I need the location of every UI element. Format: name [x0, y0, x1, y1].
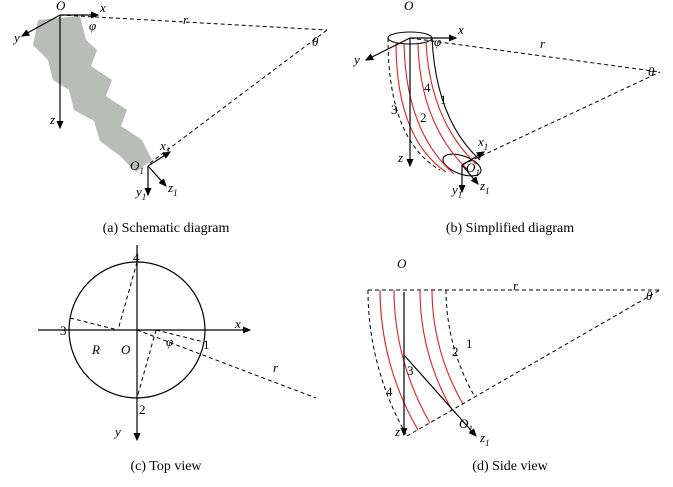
label: r — [273, 360, 279, 375]
label: z — [394, 424, 400, 439]
label: O — [121, 342, 131, 357]
panel-a-drawing — [22, 15, 327, 195]
label: 3 — [60, 323, 67, 338]
label-sub: 1 — [485, 438, 490, 448]
label-sub: 1 — [484, 142, 489, 152]
label: y1 — [134, 184, 146, 202]
label: 4 — [386, 384, 393, 399]
label: x1 — [477, 134, 488, 152]
label: φ — [166, 334, 173, 349]
label: y — [12, 30, 20, 45]
label-sub: 1 — [142, 192, 147, 202]
label: z — [397, 150, 403, 165]
label-sub: 1 — [166, 146, 171, 156]
label: 3 — [391, 102, 398, 117]
label: x — [99, 0, 106, 15]
label: r — [540, 36, 546, 51]
label: z — [49, 112, 55, 127]
label: y — [352, 52, 360, 67]
label: 1 — [203, 337, 210, 352]
panel-b-drawing — [366, 32, 660, 192]
caption: (a) Schematic diagram — [103, 221, 230, 236]
label: y — [113, 424, 121, 439]
label: z1 — [167, 180, 178, 198]
label: 1 — [440, 92, 447, 107]
label: O1 — [459, 416, 473, 434]
label: 4 — [424, 80, 431, 95]
label: 1 — [466, 336, 473, 351]
label: 4 — [133, 250, 140, 265]
label: O — [404, 0, 414, 13]
label: θ — [646, 288, 653, 303]
caption: (b) Simplified diagram — [446, 221, 574, 236]
label: O — [56, 0, 66, 13]
label: φ — [89, 18, 96, 33]
label-sub: 1 — [475, 168, 480, 178]
label: θ — [312, 34, 319, 49]
label: 2 — [139, 402, 146, 417]
label: y1 — [450, 182, 462, 200]
label: θ — [648, 64, 655, 79]
label: z1 — [479, 430, 490, 448]
label: z1 — [479, 178, 490, 196]
caption: (c) Top view — [130, 459, 202, 474]
label: x1 — [159, 138, 170, 156]
label: x — [457, 22, 464, 37]
label-sub: 1 — [485, 186, 490, 196]
label: r — [183, 12, 189, 27]
label-sub: 1 — [139, 166, 144, 176]
label: R — [91, 342, 100, 357]
label: 2 — [420, 110, 427, 125]
caption: (d) Side view — [472, 459, 548, 474]
label: O — [397, 256, 407, 271]
label-sub: 1 — [468, 424, 473, 434]
label: x — [234, 316, 241, 331]
panel-c-drawing — [38, 245, 316, 440]
label: 3 — [407, 363, 414, 378]
label: r — [513, 278, 519, 293]
figure: (a) Schematic diagramOxyzφrθO1x1y1z1(b) … — [0, 0, 673, 487]
label-sub: 1 — [173, 188, 178, 198]
label-sub: 1 — [458, 190, 463, 200]
label: φ — [434, 34, 441, 49]
label: 2 — [452, 344, 459, 359]
